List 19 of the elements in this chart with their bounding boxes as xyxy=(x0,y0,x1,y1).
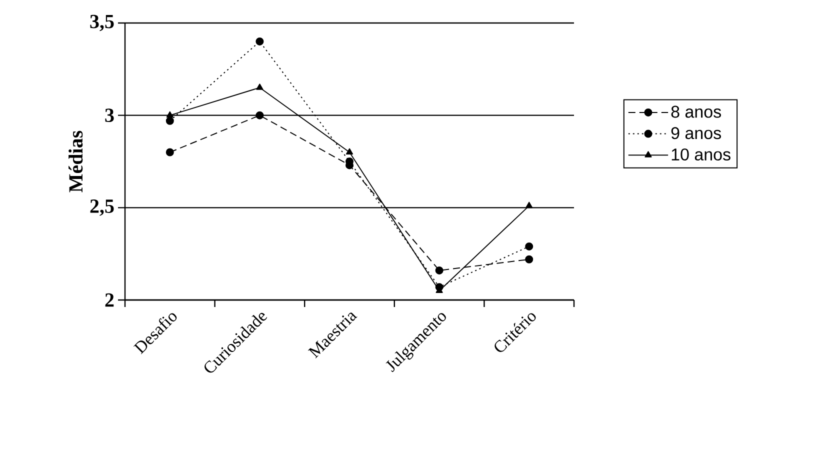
y-axis-title: Médias xyxy=(68,130,83,192)
y-tick-label: 2,5 xyxy=(90,199,114,216)
point xyxy=(256,37,264,46)
point xyxy=(166,148,174,156)
legend-label: 8 anos xyxy=(671,106,721,118)
point xyxy=(256,111,264,120)
point xyxy=(166,116,174,125)
y-tick-label: 3,5 xyxy=(90,14,114,32)
point xyxy=(435,266,444,274)
point xyxy=(526,202,533,208)
point xyxy=(256,84,264,90)
point xyxy=(346,148,354,155)
y-tick-label: 2 xyxy=(105,293,114,307)
legend-label: 10 anos xyxy=(672,148,730,161)
point xyxy=(525,255,534,264)
y-tick-label: 3 xyxy=(105,108,114,122)
legend-label: 9 anos xyxy=(671,127,721,140)
point xyxy=(166,111,174,118)
point xyxy=(525,242,534,250)
